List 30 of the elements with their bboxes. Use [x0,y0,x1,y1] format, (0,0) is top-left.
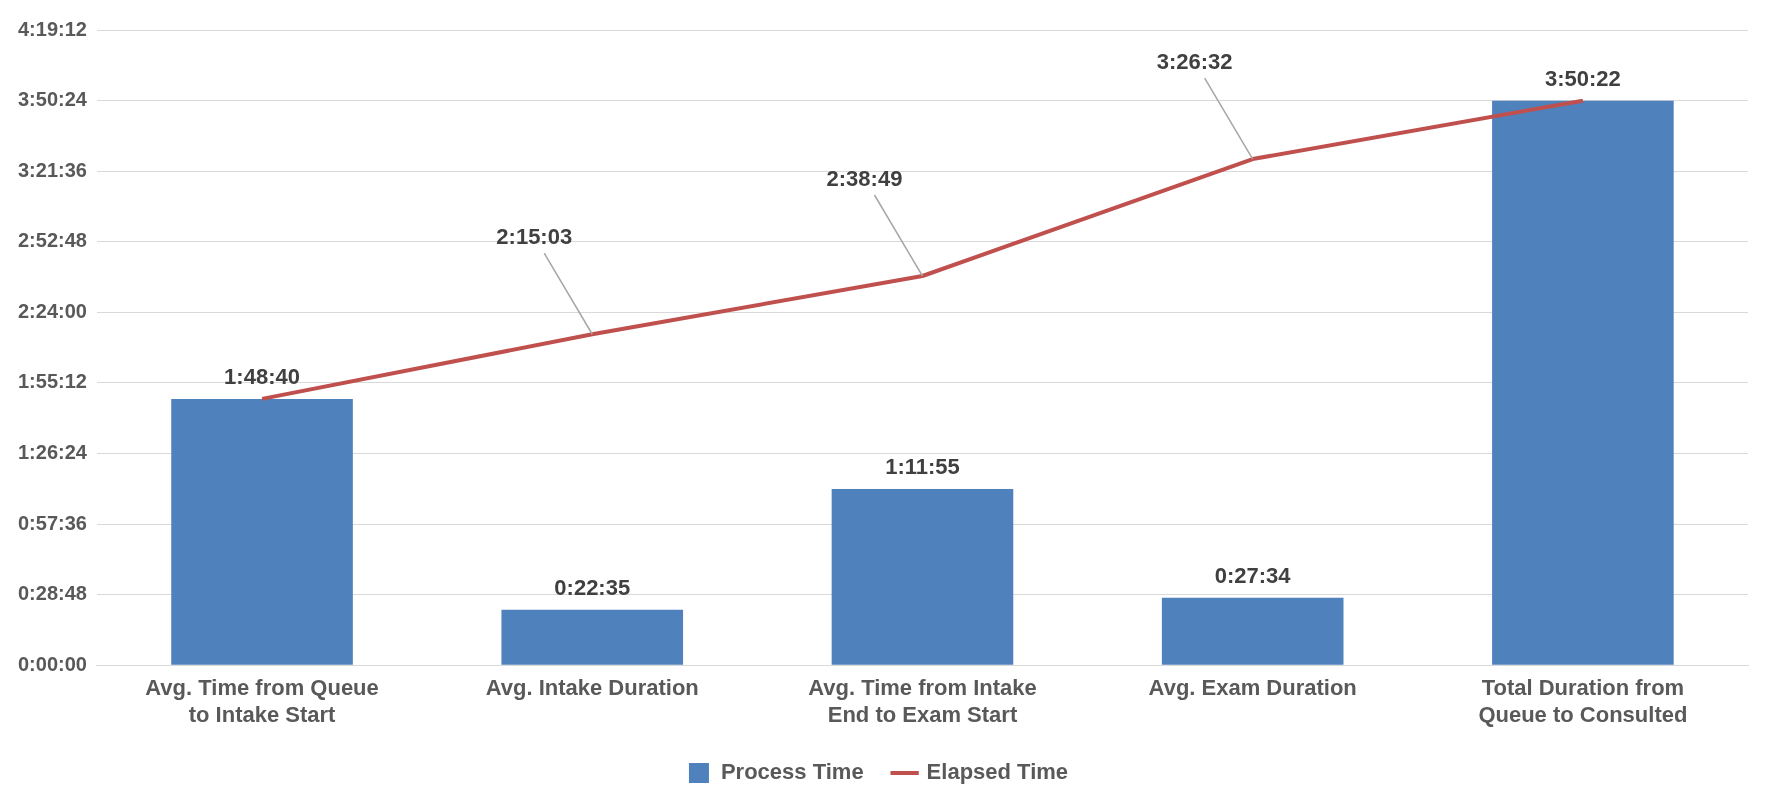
y-tick-label: 2:52:48 [18,229,87,252]
x-tick-label: Avg. Intake Duration [485,675,699,701]
bar [501,609,684,665]
bar [1161,597,1344,665]
legend-label: Process Time [720,759,864,785]
data-label: 0:22:35 [554,574,631,600]
y-tick-label: 3:21:36 [18,158,87,181]
data-label: 1:11:55 [885,454,960,480]
data-label: 0:27:34 [1214,562,1292,588]
bar [831,488,1014,665]
data-label: 2:15:03 [496,224,573,250]
legend-label: Elapsed Time [926,759,1069,785]
bar [171,398,353,665]
y-tick-label: 4:19:12 [18,17,87,40]
data-label: 3:26:32 [1156,49,1233,75]
x-tick-label: Avg. Time from Queue to Intake Start [145,675,379,727]
y-tick-label: 3:50:24 [18,88,88,111]
data-label: 3:50:22 [1544,65,1621,91]
x-tick-label: Total Duration from Queue to Consulted [1478,675,1688,727]
x-tick-label: Avg. Exam Duration [1148,675,1357,701]
y-tick-label: 0:00:00 [18,652,87,675]
data-label: 2:38:49 [826,166,903,192]
y-tick-label: 1:26:24 [18,440,88,463]
y-tick-label: 0:28:48 [18,582,87,605]
x-tick-label: Avg. Time from Intake End to Exam Start [808,675,1037,727]
y-tick-label: 2:24:00 [18,299,87,322]
y-tick-label: 0:57:36 [18,511,87,534]
data-label: 1:48:40 [224,363,300,389]
y-tick-label: 1:55:12 [18,370,87,393]
bar [1492,100,1674,665]
